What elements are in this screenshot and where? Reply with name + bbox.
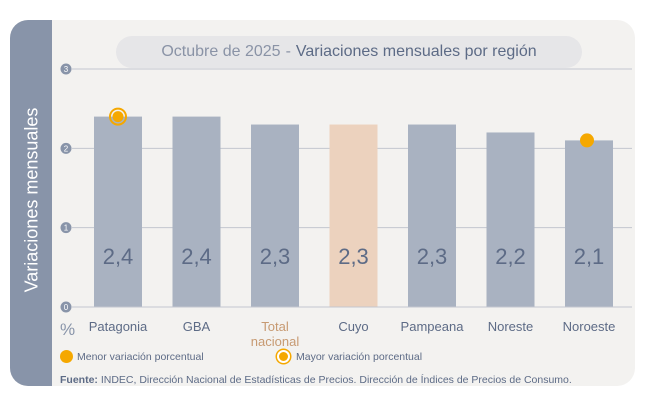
bar [251, 124, 299, 308]
legend-min-label: Menor variación porcentual [77, 350, 204, 363]
bar [94, 116, 142, 307]
max-marker [112, 111, 124, 123]
bar-value-label: 2,4 [103, 244, 134, 269]
chart-title-text: Variaciones mensuales por región [295, 43, 537, 60]
y-tick-label: 1 [64, 224, 69, 233]
side-band [10, 20, 52, 386]
x-tick-label: Total [261, 319, 289, 334]
bar-value-label: 2,3 [417, 244, 448, 269]
bar [408, 124, 456, 308]
bar [172, 116, 221, 307]
bar [329, 124, 378, 308]
bar-value-label: 2,3 [338, 244, 369, 269]
bar-value-label: 2,1 [574, 244, 605, 269]
legend-item-min: Menor variación porcentual [60, 350, 204, 363]
legend-item-max: Mayor variación porcentual [275, 350, 422, 363]
tick-bubble [60, 222, 72, 234]
min-marker-icon [60, 350, 73, 363]
min-marker [580, 133, 594, 148]
chart-title: Octubre de 2025 - Variaciones mensuales … [116, 36, 582, 68]
bar-value-label: 2,2 [495, 244, 526, 269]
title-separator: - [285, 43, 291, 60]
chart-date: Octubre de 2025 [161, 43, 281, 60]
tick-bubble [60, 301, 72, 313]
unit-label: % [60, 320, 76, 339]
bar [565, 140, 613, 307]
x-tick-label: GBA [183, 319, 211, 334]
bar [486, 132, 535, 307]
tick-bubble [60, 142, 72, 154]
x-tick-label: nacional [251, 334, 300, 349]
source-prefix: Fuente: [60, 374, 98, 386]
source-text: INDEC, Dirección Nacional de Estadística… [100, 374, 572, 386]
y-tick-label: 0 [64, 303, 69, 312]
x-tick-label: Cuyo [338, 319, 368, 334]
x-tick-label: Noreste [488, 319, 534, 334]
max-marker-icon [277, 350, 290, 363]
bar-value-label: 2,4 [181, 244, 212, 269]
y-tick-label: 2 [64, 144, 69, 153]
source-note: Fuente: INDEC, Dirección Nacional de Est… [60, 374, 572, 386]
y-tick-label: 3 [64, 65, 69, 74]
x-tick-label: Patagonia [89, 319, 148, 334]
max-marker-ring [109, 107, 127, 126]
legend-max-label: Mayor variación porcentual [296, 350, 423, 363]
x-tick-label: Pampeana [401, 319, 465, 334]
bar-value-label: 2,3 [260, 244, 291, 269]
tick-bubble [60, 63, 72, 75]
x-tick-label: Noroeste [563, 319, 616, 334]
